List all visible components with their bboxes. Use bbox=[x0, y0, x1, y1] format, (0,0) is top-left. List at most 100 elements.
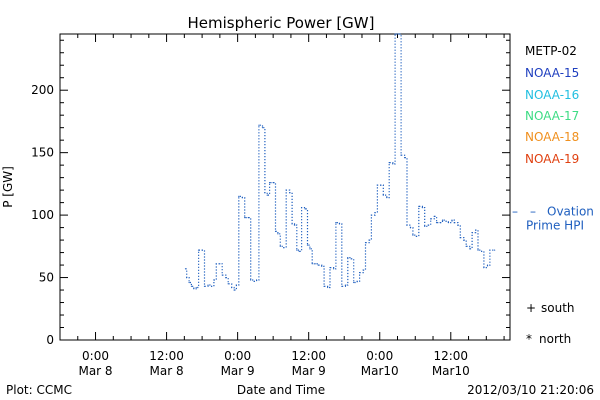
data-point bbox=[296, 249, 298, 251]
y-tick-label: 150 bbox=[31, 146, 54, 160]
data-point bbox=[362, 269, 364, 271]
data-point bbox=[477, 249, 479, 251]
data-point bbox=[344, 284, 346, 286]
legend-item-noaa-16: NOAA-16 bbox=[525, 88, 579, 102]
data-point bbox=[190, 285, 193, 287]
data-point bbox=[453, 221, 455, 224]
data-point bbox=[300, 207, 303, 209]
x-tick-date-label: Mar 8 bbox=[78, 364, 112, 378]
legend-item-noaa-18: NOAA-18 bbox=[525, 130, 579, 144]
x-tick-date-label: Mar10 bbox=[361, 364, 399, 378]
data-point bbox=[368, 239, 370, 241]
data-point bbox=[258, 124, 260, 126]
data-point bbox=[323, 285, 325, 287]
data-point bbox=[255, 279, 258, 281]
x-tick-time-label: 0:00 bbox=[224, 349, 251, 363]
legend-item-metp-02: METP-02 bbox=[525, 44, 577, 58]
data-point bbox=[269, 182, 271, 184]
data-point bbox=[272, 182, 274, 184]
legend-item-noaa-15: NOAA-15 bbox=[525, 66, 579, 80]
data-point bbox=[386, 197, 388, 199]
data-point bbox=[304, 208, 306, 210]
data-point bbox=[250, 279, 252, 281]
data-point bbox=[203, 285, 206, 287]
data-point bbox=[186, 276, 188, 279]
data-point bbox=[309, 248, 311, 250]
data-point bbox=[277, 233, 279, 235]
data-point bbox=[225, 276, 227, 279]
data-point bbox=[207, 284, 209, 286]
data-point bbox=[274, 230, 277, 232]
legend-item-noaa-19: NOAA-19 bbox=[525, 152, 579, 166]
data-point bbox=[424, 225, 426, 227]
data-point bbox=[279, 245, 281, 247]
data-point bbox=[447, 221, 450, 224]
data-point bbox=[210, 285, 213, 287]
y-tick-label: 200 bbox=[31, 83, 54, 97]
ovation-label: Ovation bbox=[547, 204, 594, 218]
data-point bbox=[370, 214, 373, 216]
plot-frame bbox=[59, 33, 511, 341]
north-marker-symbol: * bbox=[526, 332, 532, 346]
data-point bbox=[469, 248, 471, 250]
plot-border bbox=[59, 33, 511, 341]
north-marker-label: north bbox=[539, 332, 571, 346]
data-point bbox=[465, 245, 467, 247]
y-axis: 0 50 100 150 200 bbox=[31, 39, 510, 347]
data-point bbox=[227, 283, 229, 285]
data-point bbox=[213, 279, 215, 281]
data-point bbox=[441, 219, 444, 221]
y-tick-label: 100 bbox=[31, 208, 54, 222]
data-point bbox=[404, 157, 406, 159]
data-point bbox=[494, 249, 496, 251]
x-tick-time-label: 12:00 bbox=[291, 349, 326, 363]
data-point bbox=[283, 246, 285, 249]
data-point bbox=[380, 184, 382, 186]
data-point bbox=[327, 286, 329, 289]
data-point bbox=[335, 221, 337, 224]
data-point bbox=[289, 192, 291, 194]
data-point bbox=[451, 219, 453, 221]
marker-legend: + south * north bbox=[526, 301, 575, 346]
data-point bbox=[215, 263, 217, 265]
data-point bbox=[219, 263, 221, 265]
data-point bbox=[188, 281, 190, 284]
data-point bbox=[195, 286, 197, 289]
data-point bbox=[489, 249, 491, 251]
data-point bbox=[329, 266, 331, 269]
data-point bbox=[486, 264, 489, 266]
data-point bbox=[356, 280, 358, 282]
data-point bbox=[433, 215, 435, 217]
data-point bbox=[463, 239, 465, 241]
x-tick-time-label: 0:00 bbox=[366, 349, 393, 363]
data-point bbox=[233, 289, 235, 291]
data-point bbox=[364, 241, 367, 244]
legend-item-noaa-17: NOAA-17 bbox=[525, 109, 579, 123]
plot-timestamp: 2012/03/10 21:20:06 bbox=[467, 383, 594, 397]
series-layer bbox=[184, 33, 496, 291]
data-point bbox=[184, 268, 187, 270]
data-point bbox=[392, 163, 394, 165]
data-point bbox=[350, 258, 352, 260]
data-point bbox=[291, 223, 293, 225]
data-point bbox=[221, 274, 223, 276]
data-point bbox=[353, 281, 355, 284]
data-point bbox=[359, 271, 361, 274]
x-axis-label: Date and Time bbox=[237, 383, 325, 397]
data-point bbox=[241, 197, 243, 199]
data-point bbox=[247, 217, 249, 219]
data-point bbox=[311, 263, 313, 265]
data-point bbox=[471, 231, 473, 234]
data-point bbox=[374, 212, 376, 214]
data-point bbox=[261, 127, 264, 129]
data-point bbox=[306, 244, 309, 246]
y-axis-label: P [GW] bbox=[1, 166, 15, 208]
data-point bbox=[427, 224, 429, 226]
data-point bbox=[264, 192, 266, 194]
data-point bbox=[415, 235, 418, 237]
data-point bbox=[231, 286, 233, 289]
data-point bbox=[394, 33, 396, 35]
